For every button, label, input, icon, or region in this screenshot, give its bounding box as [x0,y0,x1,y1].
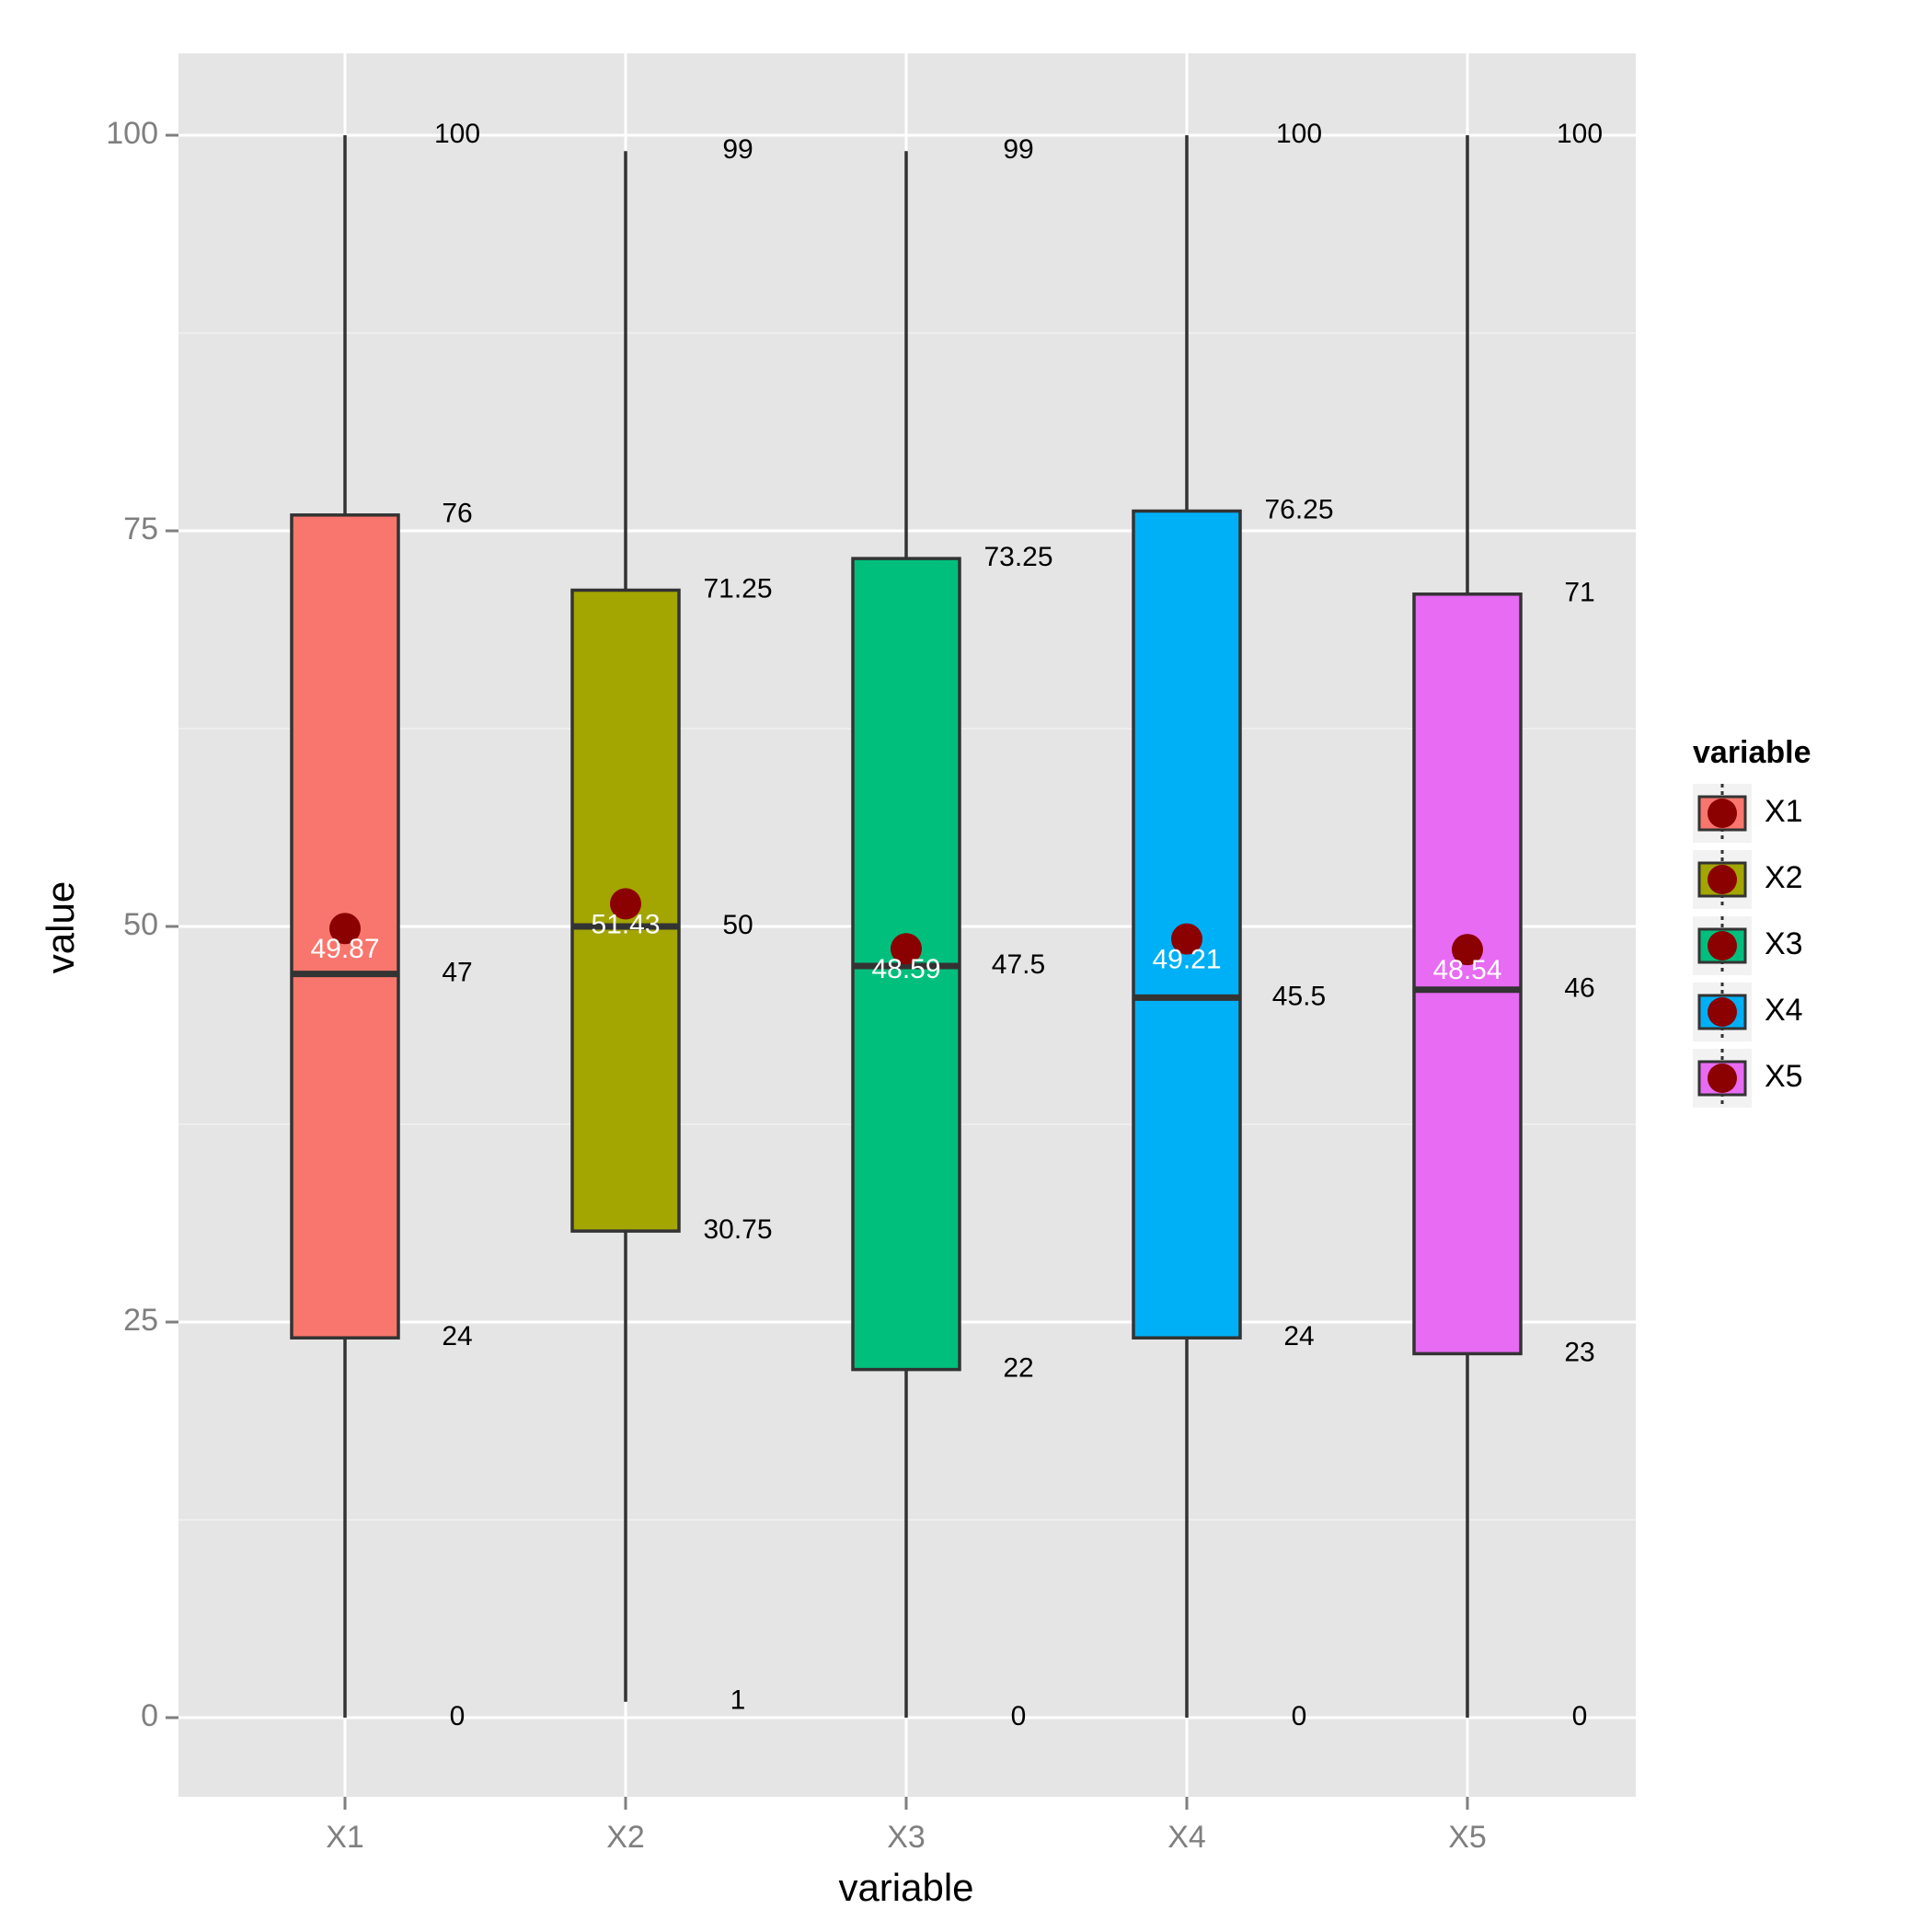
legend-key-point [1708,1064,1737,1093]
median-label-x5: 46 [1564,973,1594,1004]
x-tick-label: X5 [1448,1820,1487,1855]
y-tick-label: 0 [141,1698,158,1733]
q3-label-x5: 71 [1564,578,1594,608]
box-x5 [1412,135,1523,1718]
min-label-x3: 0 [1011,1701,1027,1731]
box-x2 [570,151,681,1702]
mean-point [1452,934,1483,966]
stat-annotations: 49.87 100 76 47 24 0 51.43 99 71.25 50 30.75 1 48.59… [310,119,1603,1731]
legend-key-point [1708,865,1737,894]
legend-item-x3: X3 [1693,916,1803,975]
mean-label-x1: 49.87 [310,934,379,964]
x-tick-label: X1 [326,1820,364,1855]
x-tick-label: X3 [887,1820,926,1855]
mean-point [610,888,641,920]
legend-item-x4: X4 [1693,983,1803,1041]
q3-label-x1: 76 [442,499,472,529]
q1-label-x3: 22 [1003,1353,1033,1384]
x-axis-title: variable [838,1866,973,1909]
legend-key-point [1708,799,1737,828]
legend-label: X2 [1765,860,1803,895]
max-label-x2: 99 [722,134,753,165]
iqr-box [1412,592,1523,1356]
legend-item-x1: X1 [1693,784,1803,843]
y-tick-label: 50 [123,907,158,942]
legend-label: X3 [1765,926,1803,961]
min-label-x4: 0 [1292,1701,1307,1731]
max-label-x3: 99 [1003,134,1033,165]
y-tick-label: 75 [123,512,158,546]
q1-label-x2: 30.75 [703,1214,772,1245]
box-x4 [1132,135,1242,1718]
x-axis: X1 X2 X3 X4 X5 [326,1797,1487,1855]
legend-label: X1 [1765,794,1803,829]
legend-key-point [1708,997,1737,1027]
q3-label-x3: 73.25 [983,542,1052,572]
q3-label-x4: 76.25 [1264,494,1333,524]
max-label-x1: 100 [434,119,480,149]
mean-point [1171,923,1202,955]
box-x1 [290,135,400,1718]
median-label-x3: 47.5 [992,949,1045,980]
median-label-x1: 47 [442,958,472,988]
x-tick-label: X2 [606,1820,645,1855]
legend-title: variable [1693,735,1811,770]
legend-label: X5 [1765,1059,1803,1094]
y-tick-label: 100 [106,116,158,151]
q1-label-x1: 24 [442,1321,472,1351]
legend-item-x2: X2 [1693,850,1803,909]
y-tick-label: 25 [123,1303,158,1338]
box-series [290,135,1523,1718]
x-tick-label: X4 [1167,1820,1206,1855]
box-x3 [851,151,961,1718]
mean-point [891,933,922,965]
max-label-x4: 100 [1276,119,1322,149]
min-label-x5: 0 [1572,1701,1588,1731]
y-axis: 0 25 50 75 100 [106,116,178,1733]
q1-label-x4: 24 [1283,1321,1314,1351]
min-label-x1: 0 [450,1701,466,1731]
median-label-x2: 50 [722,910,753,940]
q1-label-x5: 23 [1564,1337,1594,1367]
legend-key-point [1708,931,1737,960]
y-axis-title: value [39,881,82,973]
mean-label-x5: 48.54 [1432,955,1501,985]
mean-label-x2: 51.43 [591,909,660,939]
legend-item-x5: X5 [1693,1049,1803,1108]
legend-label: X4 [1765,993,1803,1028]
legend: variable X1 X2 X3 X4 X5 [1693,735,1811,1108]
max-label-x5: 100 [1557,119,1603,149]
min-label-x2: 1 [730,1685,746,1716]
iqr-box [290,513,400,1340]
mean-label-x4: 49.21 [1152,945,1221,975]
mean-point [329,913,361,945]
q3-label-x2: 71.25 [703,573,772,604]
mean-label-x3: 48.59 [871,954,940,984]
median-label-x4: 45.5 [1272,981,1326,1011]
